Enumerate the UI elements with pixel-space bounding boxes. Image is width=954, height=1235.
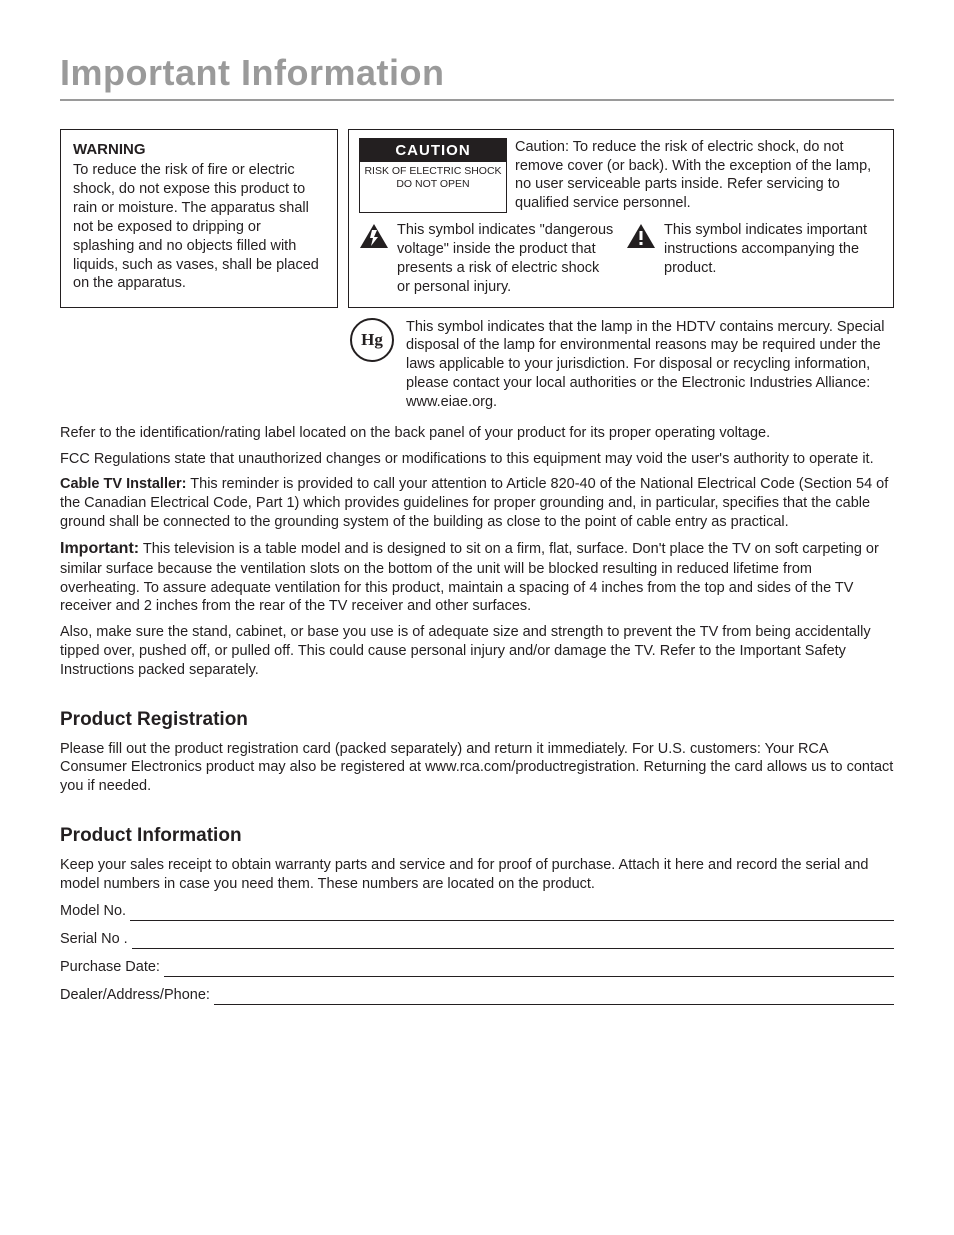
dealer-line [214,991,894,1005]
caution-top-text: Caution: To reduce the risk of electric … [515,138,883,213]
page-title: Important Information [60,50,894,101]
important-symbol-block: This symbol indicates important instruct… [626,221,883,296]
field-model-no: Model No. [60,902,894,921]
warning-body: To reduce the risk of fire or electric s… [73,161,325,293]
caution-box: CAUTION RISK OF ELECTRIC SHOCK DO NOT OP… [348,129,894,308]
product-registration-body: Please fill out the product registration… [60,740,894,797]
caution-badge: CAUTION RISK OF ELECTRIC SHOCK DO NOT OP… [359,138,507,213]
warning-heading: WARNING [73,140,325,160]
hg-text: This symbol indicates that the lamp in t… [406,318,894,412]
product-information-body: Keep your sales receipt to obtain warran… [60,856,894,894]
product-registration-heading: Product Registration [60,708,894,733]
field-serial-no: Serial No . [60,930,894,949]
important-label: Important: [60,540,139,557]
para-fcc: FCC Regulations state that unauthorized … [60,450,894,469]
model-no-line [130,907,894,921]
mercury-hg-icon: Hg [350,318,394,362]
voltage-triangle-icon [359,223,389,249]
para-stand: Also, make sure the stand, cabinet, or b… [60,623,894,680]
purchase-date-line [164,963,894,977]
caution-top: CAUTION RISK OF ELECTRIC SHOCK DO NOT OP… [359,138,883,213]
cable-installer-label: Cable TV Installer: [60,476,187,492]
warning-box: WARNING To reduce the risk of fire or el… [60,129,338,308]
serial-no-label: Serial No . [60,930,132,949]
model-no-label: Model No. [60,902,130,921]
caution-badge-title: CAUTION [360,139,506,163]
caution-badge-sub: RISK OF ELECTRIC SHOCK DO NOT OPEN [360,162,506,195]
symbol-row: This symbol indicates "dangerous voltage… [359,221,883,296]
product-information-heading: Product Information [60,824,894,849]
voltage-symbol-text: This symbol indicates "dangerous voltage… [397,221,616,296]
caution-badge-line2: DO NOT OPEN [362,178,504,191]
hg-row: Hg This symbol indicates that the lamp i… [350,318,894,412]
para-cable-installer: Cable TV Installer: This reminder is pro… [60,475,894,532]
caution-badge-line1: RISK OF ELECTRIC SHOCK [362,165,504,178]
important-symbol-text: This symbol indicates important instruct… [664,221,883,296]
exclamation-triangle-icon [626,223,656,249]
purchase-date-label: Purchase Date: [60,958,164,977]
para-rating-label: Refer to the identification/rating label… [60,424,894,443]
dealer-label: Dealer/Address/Phone: [60,986,214,1005]
top-row: WARNING To reduce the risk of fire or el… [60,129,894,308]
voltage-symbol-block: This symbol indicates "dangerous voltage… [359,221,616,296]
field-dealer: Dealer/Address/Phone: [60,986,894,1005]
field-purchase-date: Purchase Date: [60,958,894,977]
important-text: This television is a table model and is … [60,541,879,614]
para-important: Important: This television is a table mo… [60,539,894,616]
serial-no-line [132,935,894,949]
